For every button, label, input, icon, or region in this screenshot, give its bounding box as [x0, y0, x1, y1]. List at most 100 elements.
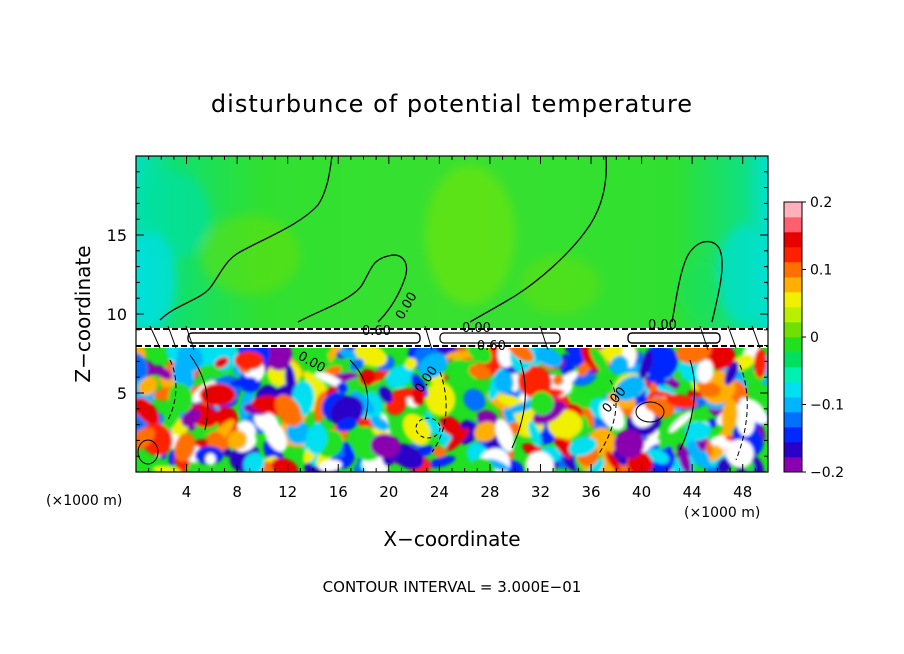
- field-blob: [330, 395, 364, 427]
- field-blob: [716, 457, 732, 472]
- colorbar-tick-label: 0.1: [810, 263, 832, 279]
- field-blob: [433, 446, 447, 458]
- colorbar-tick-label: 0.2: [810, 195, 832, 211]
- field-blob: [610, 355, 629, 375]
- field-blob: [467, 458, 496, 472]
- field-blob: [370, 433, 401, 459]
- x-axis: 4 8 12 16 20 24 28 32 36 40 44 48: [148, 156, 756, 501]
- field-blob: [495, 418, 515, 452]
- field-blob: [639, 437, 660, 453]
- colorbar-swatch: [784, 202, 802, 218]
- x-tick-label: 8: [232, 483, 242, 501]
- field-blob: [263, 419, 287, 452]
- field-blob: [452, 352, 479, 388]
- field-blob: [529, 391, 554, 415]
- field-blob: [286, 420, 310, 445]
- field-blob: [230, 377, 257, 387]
- field-blob: [658, 429, 678, 450]
- field-blob: [378, 385, 393, 404]
- colorbar-swatch: [784, 442, 802, 458]
- field-blob: [152, 465, 182, 472]
- x-unit-left: (×1000 m): [46, 493, 122, 509]
- field-blob: [647, 448, 670, 464]
- upper-field-blobs: [136, 165, 768, 328]
- x-unit-right: (×1000 m): [684, 505, 760, 521]
- y-tick-label: 5: [117, 384, 127, 403]
- x-tick-label: 44: [683, 483, 702, 501]
- contour-interval-note: CONTOUR INTERVAL = 3.000E−01: [323, 578, 582, 596]
- colorbar-swatch: [784, 457, 802, 473]
- x-tick-label: 28: [480, 483, 499, 501]
- field-blob: [474, 421, 498, 442]
- field-blob: [668, 411, 693, 433]
- field-blob: [243, 452, 265, 472]
- field-blob: [704, 342, 736, 371]
- colorbar-swatch: [784, 427, 802, 443]
- field-blob: [696, 359, 714, 383]
- field-blob: [411, 387, 425, 406]
- field-blob: [136, 352, 148, 380]
- x-tick-label: 24: [430, 483, 449, 501]
- field-blob: [227, 430, 248, 450]
- colorbar-swatch: [784, 397, 802, 413]
- field-blob: [234, 351, 264, 370]
- field-blob: [424, 387, 439, 399]
- field-blob: [753, 348, 767, 379]
- field-blob: [687, 440, 711, 469]
- field-blob: [418, 352, 448, 379]
- colorbar-swatch: [784, 292, 802, 308]
- field-blob: [554, 371, 579, 390]
- x-tick-label: 32: [531, 483, 550, 501]
- field-blob: [199, 383, 236, 406]
- plot-area: 0.00 0.00 0.00 0.00 0.00 0.00 0.60 −0.60: [136, 156, 768, 472]
- colorbar-swatch: [784, 352, 802, 368]
- colorbar-swatch: [784, 217, 802, 233]
- field-blob: [577, 362, 590, 377]
- field-blob: [666, 394, 697, 409]
- field-blob: [568, 341, 584, 368]
- field-blob: [497, 394, 523, 407]
- field-blob: [138, 376, 159, 396]
- turbulent-field: [136, 334, 768, 472]
- colorbar-swatch: [784, 262, 802, 278]
- colorbar-swatch: [784, 337, 802, 353]
- lower-contours: [137, 354, 748, 465]
- field-blob: [303, 370, 323, 393]
- field-blob: [585, 458, 605, 472]
- field-blob: [271, 458, 299, 472]
- field-blob: [614, 375, 646, 401]
- colorbar-tick-label: −0.1: [810, 398, 844, 414]
- field-blob: [404, 357, 417, 370]
- field-blob: [424, 411, 439, 434]
- colorbar-swatch: [784, 412, 802, 428]
- field-blob: [136, 345, 147, 360]
- colorbar-swatch: [784, 367, 802, 383]
- field-blob: [205, 453, 216, 466]
- colorbar-tick-label: −0.2: [810, 465, 844, 481]
- y-axis-label: Z−coordinate: [71, 245, 95, 382]
- field-blob: [568, 437, 597, 457]
- field-blob: [463, 388, 486, 412]
- colorbar-swatch: [784, 322, 802, 338]
- contour-lines: [159, 156, 723, 323]
- y-tick-label: 10: [107, 305, 127, 324]
- field-blob: [428, 455, 456, 468]
- field-blob: [284, 364, 297, 397]
- field-blob: [525, 451, 555, 472]
- contour-label: 0.00: [462, 321, 491, 336]
- field-blob: [214, 356, 229, 369]
- field-blob: [485, 458, 510, 472]
- field-blob: [645, 397, 668, 413]
- field-blob: [153, 365, 172, 380]
- x-axis-label: X−coordinate: [383, 527, 520, 551]
- field-blob: [338, 348, 357, 360]
- field-blob: [677, 443, 692, 472]
- inversion-band: [136, 325, 768, 351]
- colorbar-swatch: [784, 307, 802, 323]
- chart-title: disturbunce of potential temperature: [211, 90, 693, 118]
- lower-field-blobs: [136, 334, 768, 472]
- contour-label: 0.60: [362, 324, 391, 339]
- x-tick-label: 12: [278, 483, 297, 501]
- field-blob: [359, 369, 375, 386]
- field-blob: [552, 374, 564, 386]
